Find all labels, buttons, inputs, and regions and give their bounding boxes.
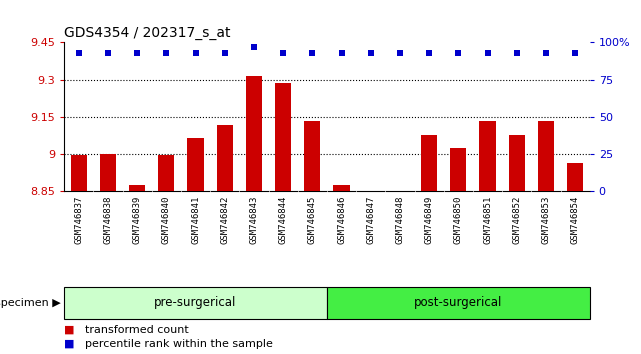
Text: GSM746852: GSM746852 [512,196,521,244]
Point [249,44,259,50]
Point [365,50,376,56]
Point [307,50,317,56]
Bar [421,136,437,191]
Bar [567,163,583,191]
Bar [304,121,320,191]
Text: GSM746837: GSM746837 [74,196,83,244]
Point [570,50,580,56]
Text: GSM746851: GSM746851 [483,196,492,244]
Bar [479,121,495,191]
Text: GSM746840: GSM746840 [162,196,171,244]
Point [395,50,405,56]
Text: GSM746853: GSM746853 [542,196,551,244]
Point [74,50,84,56]
Point [278,50,288,56]
Text: GSM746838: GSM746838 [103,196,112,244]
Text: post-surgerical: post-surgerical [414,296,503,309]
Point [220,50,230,56]
Text: GDS4354 / 202317_s_at: GDS4354 / 202317_s_at [64,26,231,40]
Bar [217,125,233,191]
Text: transformed count: transformed count [85,325,188,335]
Text: GSM746847: GSM746847 [366,196,375,244]
Point [161,50,171,56]
Text: GSM746842: GSM746842 [221,196,229,244]
Bar [246,76,262,191]
Point [190,50,201,56]
Text: GSM746839: GSM746839 [133,196,142,244]
Bar [333,185,349,191]
Text: GSM746844: GSM746844 [279,196,288,244]
Point [424,50,434,56]
Text: percentile rank within the sample: percentile rank within the sample [85,339,272,349]
Bar [450,148,467,191]
Point [103,50,113,56]
Bar [71,155,87,191]
Point [132,50,142,56]
Text: specimen ▶: specimen ▶ [0,298,61,308]
Point [453,50,463,56]
Bar [158,155,174,191]
Point [337,50,347,56]
Bar [538,121,554,191]
Text: GSM746854: GSM746854 [570,196,579,244]
Text: GSM746845: GSM746845 [308,196,317,244]
Bar [509,136,525,191]
Text: GSM746849: GSM746849 [424,196,433,244]
Text: pre-surgerical: pre-surgerical [154,296,237,309]
Bar [187,138,204,191]
Bar [327,287,590,319]
Bar [275,83,291,191]
Point [541,50,551,56]
Bar [100,154,116,191]
Text: ■: ■ [64,325,74,335]
Point [483,50,493,56]
Text: GSM746850: GSM746850 [454,196,463,244]
Bar [64,287,327,319]
Text: GSM746841: GSM746841 [191,196,200,244]
Text: GSM746846: GSM746846 [337,196,346,244]
Point [512,50,522,56]
Bar [129,185,145,191]
Text: GSM746843: GSM746843 [249,196,258,244]
Text: GSM746848: GSM746848 [395,196,404,244]
Text: ■: ■ [64,339,74,349]
